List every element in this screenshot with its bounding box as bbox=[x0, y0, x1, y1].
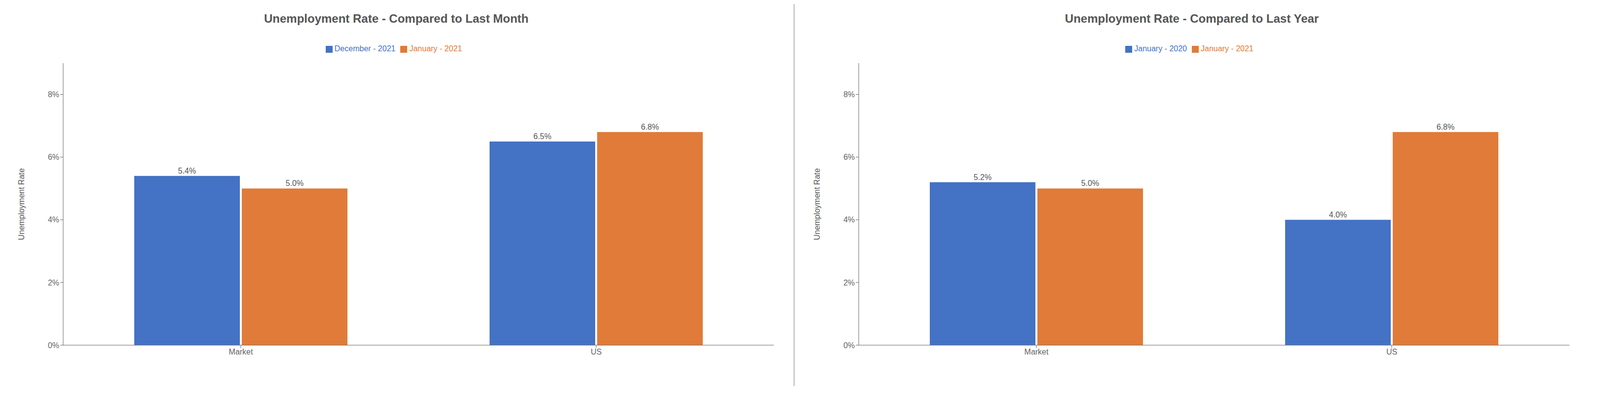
svg-text:8%: 8% bbox=[843, 90, 855, 99]
html-text:January - 2021: January - 2021 bbox=[1200, 44, 1254, 53]
html-text:January - 2021: January - 2021 bbox=[409, 44, 463, 53]
svg-text:US: US bbox=[1386, 347, 1398, 357]
svg-text:4%: 4% bbox=[47, 215, 60, 225]
svg-text:2%: 2% bbox=[843, 278, 855, 288]
svg-text:4.0%: 4.0% bbox=[1329, 210, 1347, 220]
svg-text:5.0%: 5.0% bbox=[1081, 179, 1100, 188]
svg-text:6.5%: 6.5% bbox=[533, 132, 552, 141]
html-text:December - 2021: December - 2021 bbox=[334, 44, 396, 53]
svg-text:6.8%: 6.8% bbox=[1436, 122, 1455, 132]
svg-text:4%: 4% bbox=[843, 215, 855, 225]
svg-text:Market: Market bbox=[228, 347, 254, 357]
html-text:January - 2020: January - 2020 bbox=[1134, 44, 1187, 53]
svg-text:Unemployment Rate: Unemployment Rate bbox=[17, 168, 26, 241]
svg-text:6%: 6% bbox=[47, 152, 60, 162]
svg-text:6.8%: 6.8% bbox=[641, 122, 659, 132]
svg-text:5.0%: 5.0% bbox=[285, 179, 304, 188]
svg-text:8%: 8% bbox=[47, 90, 60, 99]
html-text:Unemployment Rate - Compared t: Unemployment Rate - Compared to Last Mon… bbox=[264, 11, 529, 26]
svg-text:5.2%: 5.2% bbox=[973, 173, 992, 182]
svg-text:Unemployment Rate: Unemployment Rate bbox=[812, 168, 822, 241]
svg-text:6%: 6% bbox=[843, 152, 855, 162]
svg-text:0%: 0% bbox=[843, 341, 855, 350]
svg-text:0%: 0% bbox=[47, 341, 60, 350]
svg-text:2%: 2% bbox=[47, 278, 60, 288]
svg-text:5.4%: 5.4% bbox=[178, 166, 196, 176]
svg-text:US: US bbox=[590, 347, 602, 357]
svg-text:Market: Market bbox=[1024, 347, 1049, 357]
html-text:Unemployment Rate - Compared t: Unemployment Rate - Compared to Last Yea… bbox=[1064, 11, 1319, 26]
